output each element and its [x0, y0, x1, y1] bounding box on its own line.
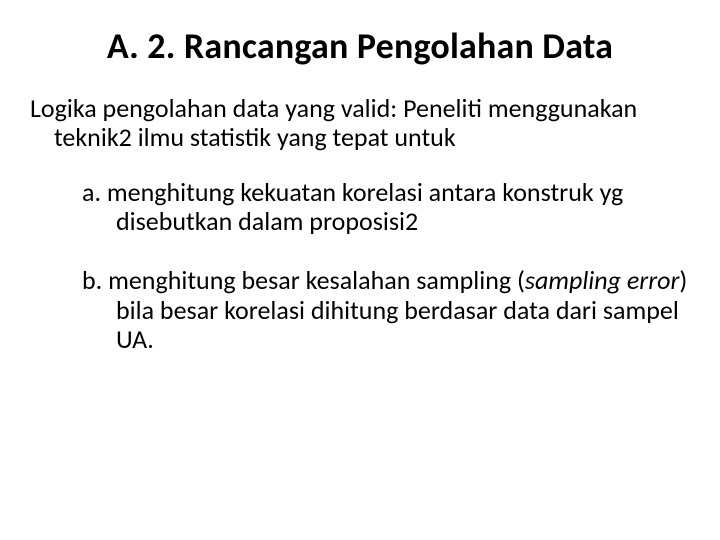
slide-title: A. 2. Rancangan Pengolahan Data — [30, 24, 690, 68]
slide-container: A. 2. Rancangan Pengolahan Data Logika p… — [0, 0, 720, 540]
list-item-b: b. menghitung besar kesalahan sampling (… — [30, 266, 690, 353]
slide-body: Logika pengolahan data yang valid: Penel… — [30, 94, 690, 354]
intro-paragraph: Logika pengolahan data yang valid: Penel… — [30, 94, 690, 152]
list-item-a: a. menghitung kekuatan korelasi antara k… — [30, 178, 690, 236]
item-b-italic: sampling error — [525, 264, 679, 296]
item-b-pre: b. menghitung besar kesalahan sampling ( — [82, 264, 525, 296]
